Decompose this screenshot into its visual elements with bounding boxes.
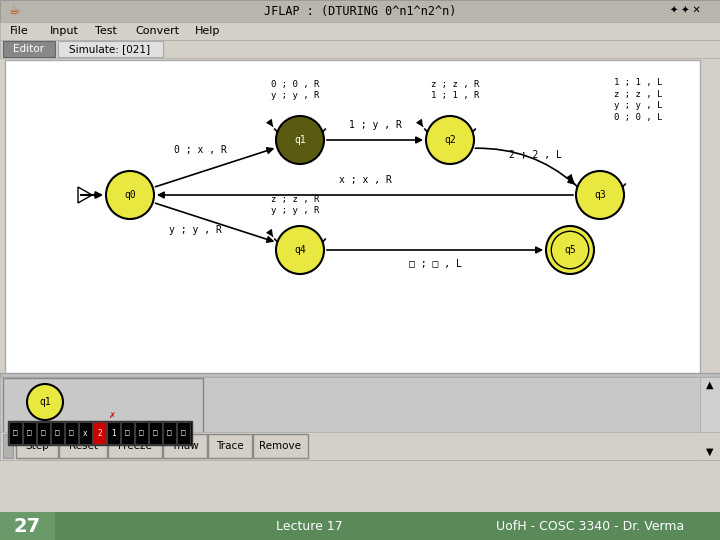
Text: z ; z , R
1 ; 1 , R: z ; z , R 1 ; 1 , R	[431, 79, 480, 100]
Text: q2: q2	[444, 135, 456, 145]
Polygon shape	[163, 434, 207, 458]
Text: Thaw: Thaw	[171, 441, 199, 451]
Text: Convert: Convert	[135, 26, 179, 36]
Text: ☕: ☕	[9, 4, 19, 17]
Polygon shape	[9, 422, 22, 444]
Text: ✦ ✦ ✕: ✦ ✦ ✕	[670, 6, 701, 16]
Text: 1 ; y , R: 1 ; y , R	[348, 120, 402, 130]
Text: □: □	[55, 429, 60, 437]
Text: Input: Input	[50, 26, 79, 36]
Circle shape	[426, 116, 474, 164]
Text: □: □	[153, 429, 158, 437]
Polygon shape	[37, 422, 50, 444]
Text: Trace: Trace	[216, 441, 244, 451]
Text: x ; x , R: x ; x , R	[338, 175, 392, 185]
Text: 27: 27	[14, 516, 40, 536]
Text: q1: q1	[294, 135, 306, 145]
Polygon shape	[0, 373, 720, 377]
Polygon shape	[5, 60, 700, 377]
Polygon shape	[0, 512, 720, 540]
Text: Remove: Remove	[259, 441, 302, 451]
Polygon shape	[0, 512, 55, 540]
Text: 2 ; 2 , L: 2 ; 2 , L	[508, 150, 562, 160]
Polygon shape	[3, 41, 55, 57]
Text: q3: q3	[594, 190, 606, 200]
Polygon shape	[108, 434, 162, 458]
Text: ▲: ▲	[706, 380, 714, 390]
Polygon shape	[253, 434, 308, 458]
Text: q4: q4	[294, 245, 306, 255]
Text: 1: 1	[111, 429, 116, 437]
Polygon shape	[0, 377, 700, 460]
Text: □: □	[139, 429, 144, 437]
Text: JFLAP : (DTURING 0^n1^n2^n): JFLAP : (DTURING 0^n1^n2^n)	[264, 4, 456, 17]
Circle shape	[106, 171, 154, 219]
Polygon shape	[51, 422, 64, 444]
Text: UofH - COSC 3340 - Dr. Verma: UofH - COSC 3340 - Dr. Verma	[496, 519, 685, 532]
Polygon shape	[149, 422, 162, 444]
Text: Editor: Editor	[14, 44, 45, 54]
Polygon shape	[8, 421, 192, 445]
Text: Lecture 17: Lecture 17	[276, 519, 343, 532]
Polygon shape	[16, 434, 58, 458]
Polygon shape	[163, 422, 176, 444]
Polygon shape	[107, 422, 120, 444]
Text: □: □	[69, 429, 74, 437]
Polygon shape	[0, 0, 720, 22]
Text: □: □	[181, 429, 186, 437]
Text: □: □	[41, 429, 46, 437]
Text: Step: Step	[25, 441, 49, 451]
Polygon shape	[3, 378, 203, 459]
Polygon shape	[93, 422, 106, 444]
Text: q1: q1	[39, 397, 51, 407]
Polygon shape	[0, 40, 720, 58]
Text: □: □	[167, 429, 172, 437]
Text: 0 ; x , R: 0 ; x , R	[174, 145, 226, 155]
Polygon shape	[177, 422, 190, 444]
Polygon shape	[58, 41, 163, 57]
Text: ✗: ✗	[109, 410, 115, 420]
Text: 1 ; 1 , L
z ; z , L
y ; y , L
0 ; 0 , L: 1 ; 1 , L z ; z , L y ; y , L 0 ; 0 , L	[614, 78, 662, 122]
Polygon shape	[0, 432, 720, 460]
Circle shape	[27, 384, 63, 420]
Polygon shape	[23, 422, 36, 444]
Text: Help: Help	[195, 26, 220, 36]
Circle shape	[276, 226, 324, 274]
Text: File: File	[10, 26, 29, 36]
Polygon shape	[3, 434, 13, 458]
Polygon shape	[208, 434, 252, 458]
Text: q0: q0	[124, 190, 136, 200]
Text: x: x	[84, 429, 88, 437]
Text: 0 ; 0 , R
y ; y , R: 0 ; 0 , R y ; y , R	[271, 79, 319, 100]
Text: q5: q5	[564, 245, 576, 255]
Text: z ; z , R
y ; y , R: z ; z , R y ; y , R	[271, 194, 319, 215]
Polygon shape	[700, 377, 720, 460]
Text: 2: 2	[97, 429, 102, 437]
Text: ▼: ▼	[706, 447, 714, 457]
Text: □: □	[13, 429, 18, 437]
Circle shape	[576, 171, 624, 219]
Polygon shape	[135, 422, 148, 444]
Polygon shape	[79, 422, 92, 444]
Polygon shape	[0, 22, 720, 40]
Text: □: □	[27, 429, 32, 437]
Polygon shape	[121, 422, 134, 444]
Text: Reset: Reset	[68, 441, 97, 451]
Text: □: □	[125, 429, 130, 437]
Circle shape	[276, 116, 324, 164]
Circle shape	[546, 226, 594, 274]
Text: y ; y , R: y ; y , R	[168, 225, 222, 235]
Text: □ ; □ , L: □ ; □ , L	[408, 259, 462, 269]
Text: Freeze: Freeze	[118, 441, 152, 451]
Polygon shape	[59, 434, 107, 458]
Text: Simulate: [021]: Simulate: [021]	[69, 44, 150, 54]
Polygon shape	[65, 422, 78, 444]
Text: Test: Test	[95, 26, 117, 36]
